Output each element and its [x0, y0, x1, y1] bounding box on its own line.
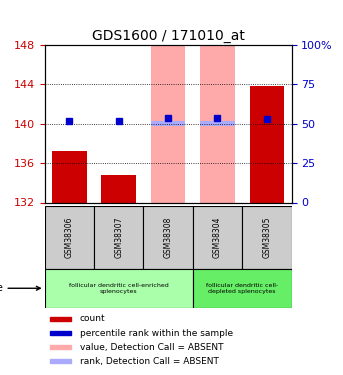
Bar: [52, 152, 86, 202]
Text: percentile rank within the sample: percentile rank within the sample: [80, 328, 233, 338]
FancyBboxPatch shape: [94, 206, 143, 269]
Bar: [102, 175, 136, 202]
Text: follicular dendritic cell-enriched
splenocytes: follicular dendritic cell-enriched splen…: [69, 283, 168, 294]
Text: GSM38305: GSM38305: [262, 217, 271, 258]
Text: GSM38306: GSM38306: [65, 217, 74, 258]
Text: follicular dendritic cell-
depleted splenocytes: follicular dendritic cell- depleted sple…: [206, 283, 278, 294]
Text: rank, Detection Call = ABSENT: rank, Detection Call = ABSENT: [80, 357, 218, 366]
FancyBboxPatch shape: [242, 206, 292, 269]
Bar: [50, 359, 71, 363]
Title: GDS1600 / 171010_at: GDS1600 / 171010_at: [92, 28, 245, 43]
FancyBboxPatch shape: [45, 206, 94, 269]
Text: GSM38307: GSM38307: [114, 217, 123, 258]
Text: GSM38304: GSM38304: [213, 217, 222, 258]
Text: count: count: [80, 315, 105, 324]
Bar: [200, 121, 235, 126]
Text: GSM38308: GSM38308: [164, 217, 173, 258]
Bar: [50, 317, 71, 321]
Bar: [50, 345, 71, 349]
Text: value, Detection Call = ABSENT: value, Detection Call = ABSENT: [80, 342, 223, 351]
FancyBboxPatch shape: [143, 206, 193, 269]
FancyBboxPatch shape: [45, 269, 193, 308]
Bar: [151, 121, 185, 126]
Text: cell type: cell type: [0, 283, 40, 293]
Bar: [200, 43, 235, 203]
Bar: [50, 331, 71, 335]
Bar: [250, 86, 284, 202]
FancyBboxPatch shape: [193, 269, 292, 308]
FancyBboxPatch shape: [193, 206, 242, 269]
Bar: [151, 40, 185, 203]
